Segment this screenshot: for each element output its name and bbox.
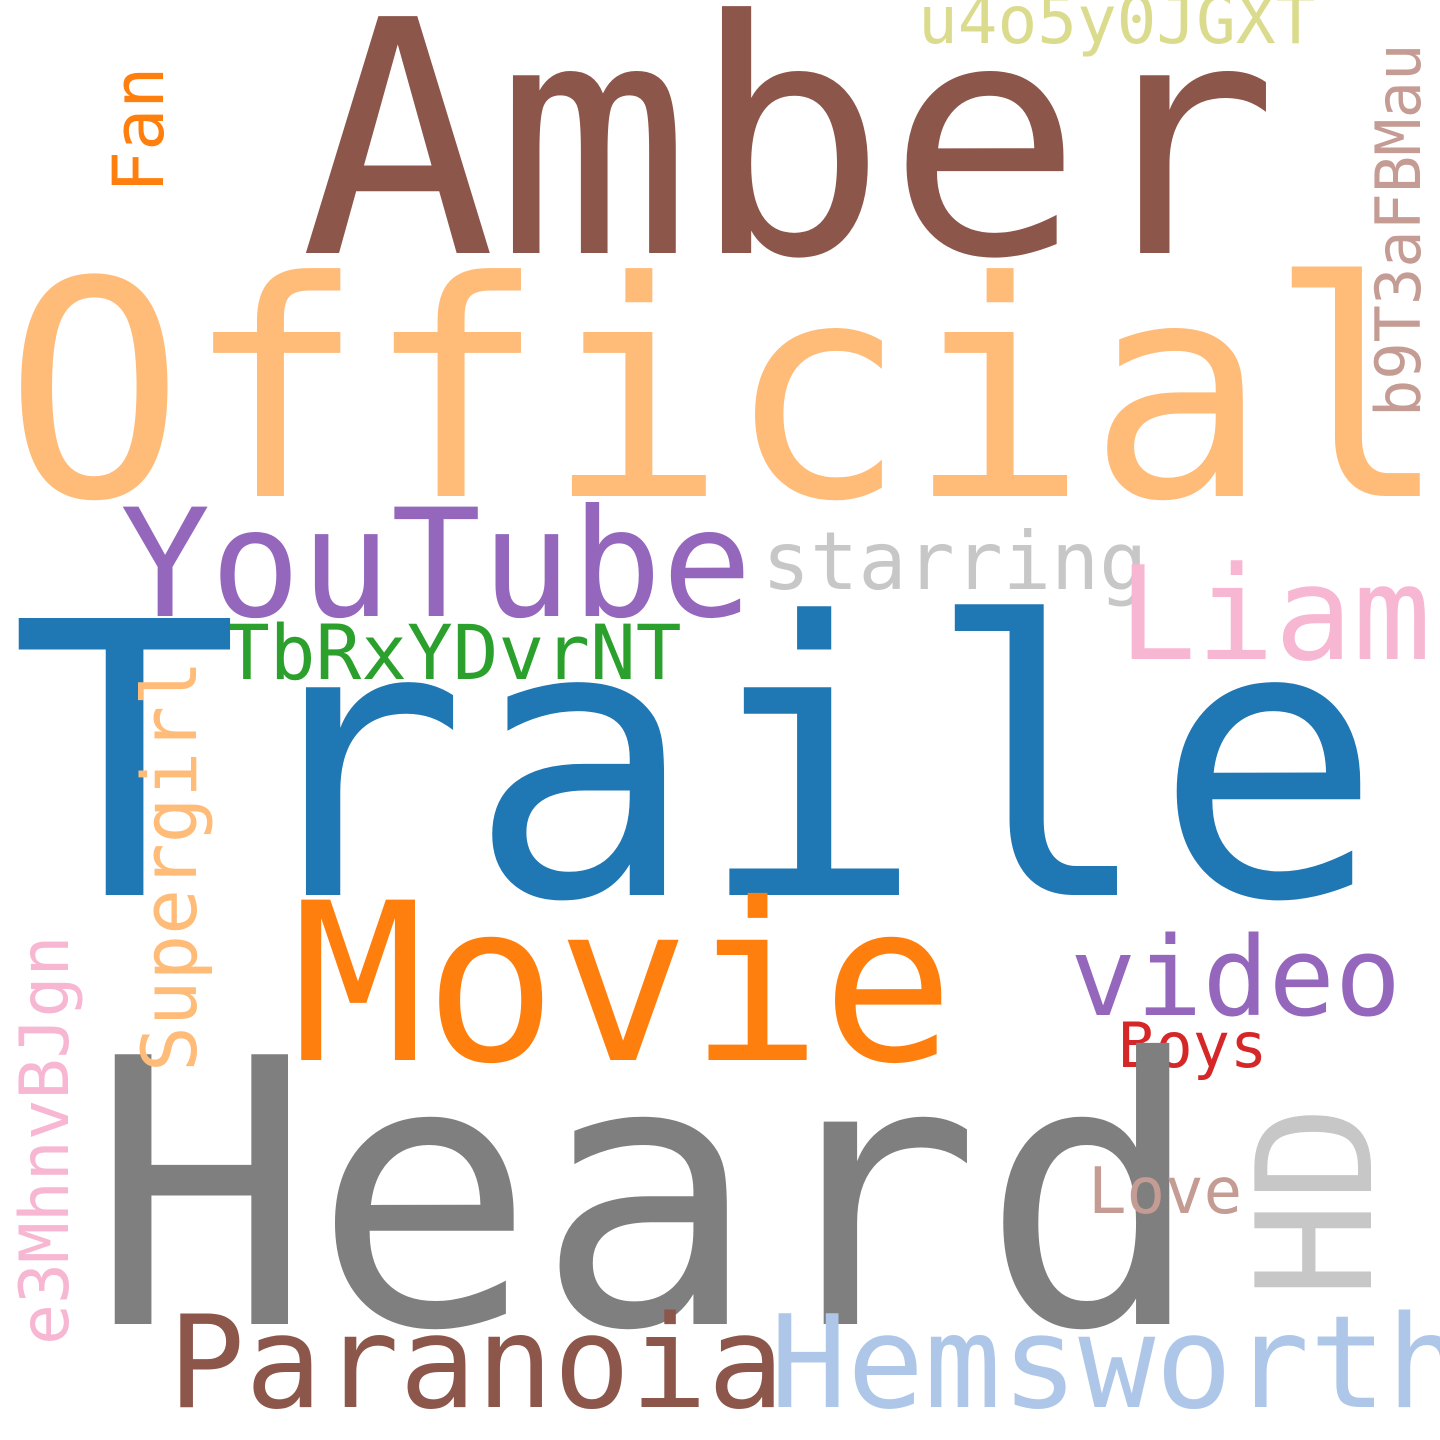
word-liam: Liam [1118,538,1432,690]
word-video: video [1070,913,1402,1041]
word-u4o5y0jgxt: u4o5y0JGXT [918,0,1316,59]
word-trailer: Trailer [10,542,1440,985]
word-hemsworth: Hemsworth [770,1289,1440,1438]
word-fan: Fan [98,66,180,193]
word-movie: Movie [292,856,955,1112]
word-starring: starring [762,515,1148,608]
word-supergirl: Supergirl [125,660,214,1072]
word-paranoia: Paranoia [168,1289,785,1438]
word-b9t3afbmau: b9T3aFBMau [1362,43,1435,417]
word-youtube: YouTube [120,478,753,652]
word-love: Love [1088,1155,1243,1229]
word-amber: Amber [300,0,1279,330]
word-hd: HD [1222,1105,1409,1298]
word-heard: Heard [90,982,1204,1412]
word-e3mhnvbjgn: e3MhnvBJgn [6,935,85,1345]
word-tbrxydvrnt: TbRxYDvrNT [224,608,682,697]
word-official: Official [4,218,1440,567]
word-boys: Boys [1118,1009,1268,1082]
